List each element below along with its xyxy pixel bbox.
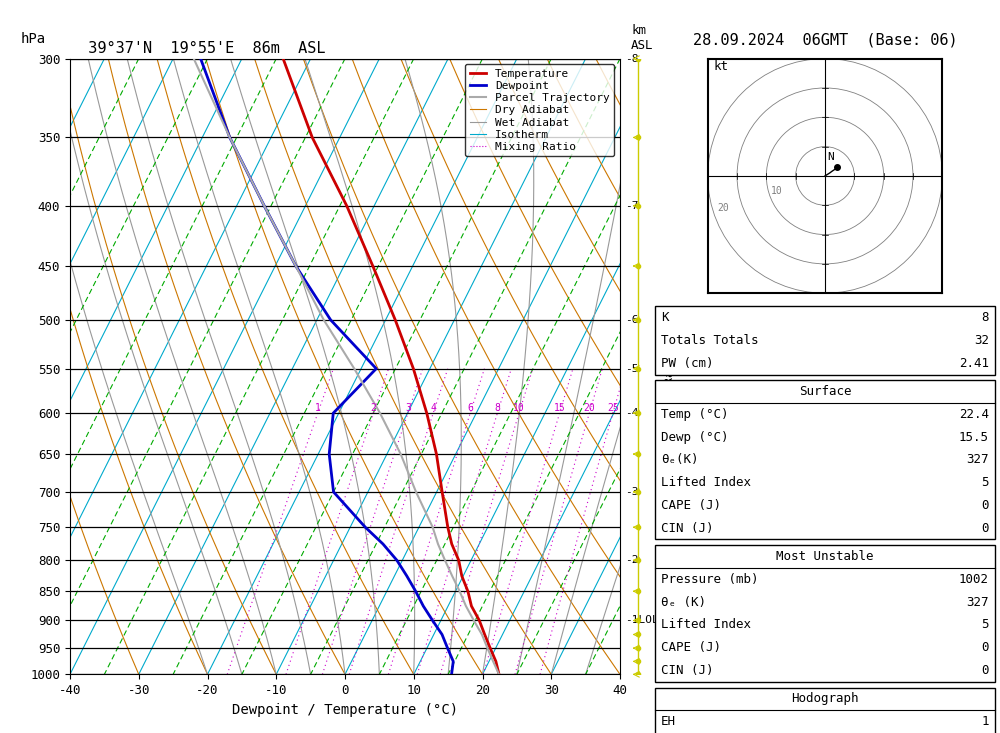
Text: -2: -2	[626, 555, 639, 565]
Text: 8: 8	[982, 312, 989, 324]
Text: © weatheronline.co.uk: © weatheronline.co.uk	[665, 712, 823, 726]
Text: -1LOL: -1LOL	[626, 616, 659, 625]
Text: 1: 1	[315, 403, 321, 413]
Text: Lifted Index: Lifted Index	[661, 476, 751, 489]
Text: 20: 20	[583, 403, 595, 413]
Text: 3: 3	[405, 403, 411, 413]
Text: K: K	[661, 312, 669, 324]
Text: 327: 327	[967, 454, 989, 466]
Text: 22.4: 22.4	[959, 408, 989, 421]
Text: 39°37'N  19°55'E  86m  ASL: 39°37'N 19°55'E 86m ASL	[70, 41, 326, 56]
Text: 15.5: 15.5	[959, 431, 989, 443]
Text: kt: kt	[714, 60, 729, 73]
Text: EH: EH	[661, 715, 676, 728]
Text: 25: 25	[607, 403, 619, 413]
Text: CAPE (J): CAPE (J)	[661, 641, 721, 654]
Text: -4: -4	[626, 408, 639, 418]
X-axis label: Dewpoint / Temperature (°C): Dewpoint / Temperature (°C)	[232, 703, 458, 717]
Text: 0: 0	[982, 664, 989, 677]
Legend: Temperature, Dewpoint, Parcel Trajectory, Dry Adiabat, Wet Adiabat, Isotherm, Mi: Temperature, Dewpoint, Parcel Trajectory…	[465, 65, 614, 156]
Text: 2: 2	[371, 403, 376, 413]
Text: -5: -5	[626, 364, 639, 374]
Text: CAPE (J): CAPE (J)	[661, 499, 721, 512]
Text: 5: 5	[982, 476, 989, 489]
Text: Temp (°C): Temp (°C)	[661, 408, 729, 421]
Text: -3: -3	[626, 487, 639, 497]
Text: Most Unstable: Most Unstable	[776, 550, 874, 563]
Text: 32: 32	[974, 334, 989, 347]
Text: 10: 10	[771, 185, 783, 196]
Text: 0: 0	[982, 522, 989, 534]
Text: 4: 4	[430, 403, 436, 413]
Text: 15: 15	[554, 403, 565, 413]
Text: CIN (J): CIN (J)	[661, 664, 714, 677]
Text: Pressure (mb): Pressure (mb)	[661, 573, 759, 586]
Text: 8: 8	[494, 403, 500, 413]
Text: 1: 1	[982, 715, 989, 728]
Text: 10: 10	[513, 403, 525, 413]
Text: -7: -7	[626, 201, 639, 211]
Text: 0: 0	[982, 499, 989, 512]
Text: Totals Totals: Totals Totals	[661, 334, 759, 347]
Text: km
ASL: km ASL	[631, 24, 654, 53]
Text: -6: -6	[626, 315, 639, 325]
Text: 1002: 1002	[959, 573, 989, 586]
Text: -8: -8	[626, 54, 639, 64]
Text: Lifted Index: Lifted Index	[661, 619, 751, 631]
Text: Surface: Surface	[799, 386, 851, 398]
Text: θₑ(K): θₑ(K)	[661, 454, 699, 466]
Text: CIN (J): CIN (J)	[661, 522, 714, 534]
Text: 6: 6	[467, 403, 473, 413]
Text: Mixing Ratio (g/kg): Mixing Ratio (g/kg)	[665, 303, 675, 430]
Text: 28.09.2024  06GMT  (Base: 06): 28.09.2024 06GMT (Base: 06)	[693, 33, 957, 48]
Text: Dewp (°C): Dewp (°C)	[661, 431, 729, 443]
Text: 327: 327	[967, 596, 989, 608]
Text: hPa: hPa	[20, 32, 46, 46]
Text: Hodograph: Hodograph	[791, 693, 859, 705]
Text: N: N	[827, 152, 834, 161]
Text: PW (cm): PW (cm)	[661, 357, 714, 369]
Text: 20: 20	[717, 203, 729, 213]
Text: 5: 5	[982, 619, 989, 631]
Text: 2.41: 2.41	[959, 357, 989, 369]
Text: θₑ (K): θₑ (K)	[661, 596, 706, 608]
Text: 0: 0	[982, 641, 989, 654]
